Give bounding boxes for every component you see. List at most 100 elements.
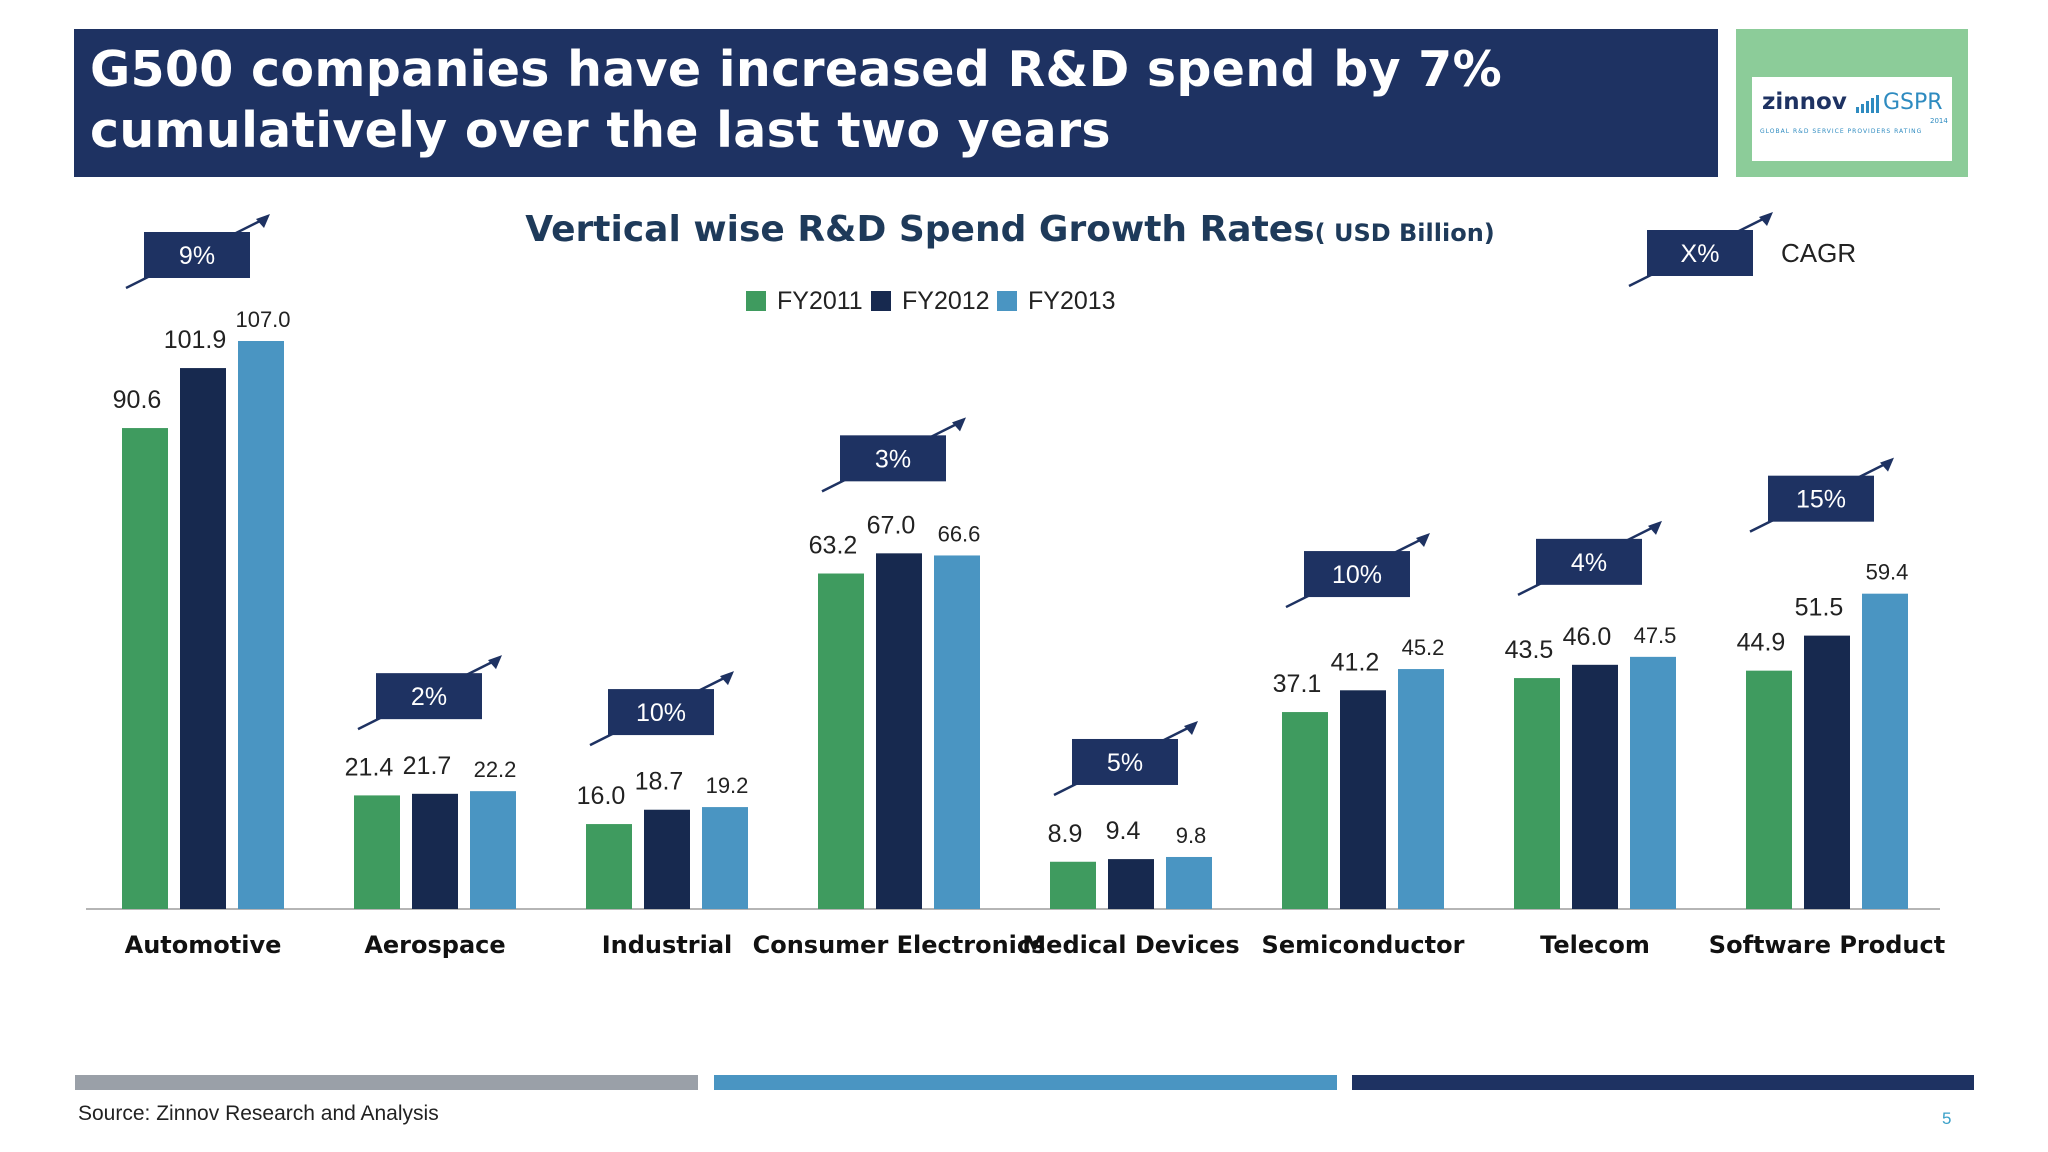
data-label-fy2013-3: 66.6 [938, 521, 981, 546]
cagr-badge-4-label: 5% [1107, 749, 1143, 777]
data-label-fy2012-4: 9.4 [1106, 817, 1141, 845]
bar-fy2013-3 [934, 555, 980, 909]
cagr-key-box [1647, 230, 1753, 276]
cagr-badge-7-arrowhead [1880, 457, 1894, 472]
category-label-1: Aerospace [364, 931, 505, 959]
legend-label-fy2012: FY2012 [902, 287, 990, 315]
cagr-key-arrowhead [1759, 212, 1773, 226]
data-label-fy2013-5: 45.2 [1402, 635, 1445, 660]
bar-fy2011-5 [1282, 712, 1328, 909]
logo-tagline: GLOBAL R&D SERVICE PROVIDERS RATING [1760, 128, 1923, 135]
data-label-fy2011-6: 43.5 [1505, 636, 1554, 664]
bar-fy2013-2 [702, 807, 748, 909]
data-label-fy2012-1: 21.7 [403, 752, 452, 780]
bar-fy2012-6 [1572, 664, 1618, 909]
cagr-badge-0-box [144, 232, 250, 278]
logo-box: zinnov GSPR 2014 GLOBAL R&D SERVICE PROV… [1736, 29, 1968, 177]
cagr-key-label: X% [1681, 240, 1720, 268]
cagr-badge-5-arrowhead [1416, 533, 1430, 548]
bar-fy2013-6 [1630, 656, 1676, 909]
data-label-fy2012-2: 18.7 [635, 768, 684, 796]
cagr-badge-3-label: 3% [875, 445, 911, 473]
bar-chart-icon [1856, 95, 1879, 113]
bar-fy2011-1 [354, 795, 400, 909]
data-label-fy2013-4: 9.8 [1176, 823, 1207, 848]
category-label-7: Software Product [1709, 931, 1945, 959]
bar-fy2011-2 [586, 824, 632, 909]
bar-fy2012-4 [1108, 859, 1154, 909]
cagr-badge-1-box [376, 673, 482, 720]
logo-year: 2014 [1930, 117, 1948, 125]
data-label-fy2011-0: 90.6 [113, 386, 162, 414]
cagr-badge-2-label: 10% [636, 699, 686, 727]
bar-fy2012-1 [412, 793, 458, 909]
cagr-badge-6-arrowhead [1648, 520, 1662, 535]
category-label-2: Industrial [602, 931, 733, 959]
slide-title: G500 companies have increased R&D spend … [90, 41, 1502, 159]
category-label-6: Telecom [1540, 931, 1650, 959]
legend-label-fy2011: FY2011 [777, 287, 863, 315]
footer-bar-navy [1352, 1075, 1974, 1090]
legend-swatch-fy2013 [997, 291, 1017, 311]
data-label-fy2013-2: 19.2 [706, 773, 749, 798]
cagr-badge-2-box [608, 689, 714, 736]
bar-fy2011-6 [1514, 678, 1560, 909]
bar-fy2011-0 [122, 428, 168, 909]
bar-fy2013-0 [238, 341, 284, 909]
cagr-badge-3-arrowhead [952, 417, 966, 432]
bar-fy2011-3 [818, 573, 864, 909]
legend-label-fy2013: FY2013 [1028, 287, 1116, 315]
bar-fy2012-7 [1804, 635, 1850, 909]
data-label-fy2011-4: 8.9 [1048, 820, 1083, 848]
logo-brand: zinnov [1762, 89, 1847, 115]
cagr-badge-7-label: 15% [1796, 486, 1846, 514]
data-label-fy2012-5: 41.2 [1331, 648, 1380, 676]
bar-fy2011-4 [1050, 861, 1096, 909]
data-label-fy2013-1: 22.2 [474, 757, 517, 782]
cagr-badge-6-label: 4% [1571, 549, 1607, 577]
zinnov-logo: zinnov GSPR 2014 GLOBAL R&D SERVICE PROV… [1752, 77, 1952, 161]
category-label-3: Consumer Electronics [753, 931, 1046, 959]
bar-fy2012-0 [180, 368, 226, 910]
title-bar: G500 companies have increased R&D spend … [74, 29, 1718, 177]
cagr-badge-0-label: 9% [179, 242, 215, 270]
data-label-fy2011-2: 16.0 [577, 782, 626, 810]
data-label-fy2013-0: 107.0 [235, 307, 290, 332]
bar-fy2012-2 [644, 809, 690, 909]
legend-swatch-fy2011 [746, 291, 766, 311]
bar-fy2013-7 [1862, 593, 1908, 909]
cagr-badge-1-label: 2% [411, 683, 447, 711]
cagr-badge-4-arrowhead [1184, 720, 1198, 735]
data-label-fy2011-7: 44.9 [1737, 629, 1786, 657]
data-label-fy2011-1: 21.4 [345, 753, 394, 781]
data-label-fy2013-6: 47.5 [1634, 623, 1677, 648]
bar-chart: Vertical wise R&D Spend Growth Rates( US… [86, 209, 1945, 959]
footer-bar-blue [714, 1075, 1337, 1090]
data-label-fy2013-7: 59.4 [1866, 560, 1909, 585]
data-label-fy2011-3: 63.2 [809, 532, 858, 560]
cagr-badge-1-arrowhead [488, 655, 502, 670]
source-note: Source: Zinnov Research and Analysis [78, 1102, 439, 1125]
bar-fy2012-3 [876, 553, 922, 909]
category-label-0: Automotive [125, 931, 282, 959]
bar-fy2011-7 [1746, 670, 1792, 909]
cagr-badge-3-box [840, 435, 946, 482]
bar-fy2013-5 [1398, 669, 1444, 909]
bar-fy2013-1 [470, 791, 516, 909]
footer-bar-grey [75, 1075, 698, 1090]
cagr-badge-7-box [1768, 475, 1874, 522]
cagr-badge-5-box [1304, 551, 1410, 598]
cagr-badge-6-box [1536, 538, 1642, 585]
data-label-fy2012-3: 67.0 [867, 511, 916, 539]
category-label-4: Medical Devices [1022, 931, 1239, 959]
data-label-fy2011-5: 37.1 [1273, 670, 1322, 698]
data-label-fy2012-0: 101.9 [164, 326, 227, 354]
data-label-fy2012-6: 46.0 [1563, 623, 1612, 651]
cagr-badge-4-box [1072, 738, 1178, 785]
chart-title: Vertical wise R&D Spend Growth Rates( US… [525, 209, 1495, 250]
bar-fy2013-4 [1166, 856, 1212, 909]
category-label-5: Semiconductor [1262, 931, 1465, 959]
page-number: 5 [1942, 1109, 1952, 1128]
cagr-badge-2-arrowhead [720, 671, 734, 686]
legend-swatch-fy2012 [871, 291, 891, 311]
